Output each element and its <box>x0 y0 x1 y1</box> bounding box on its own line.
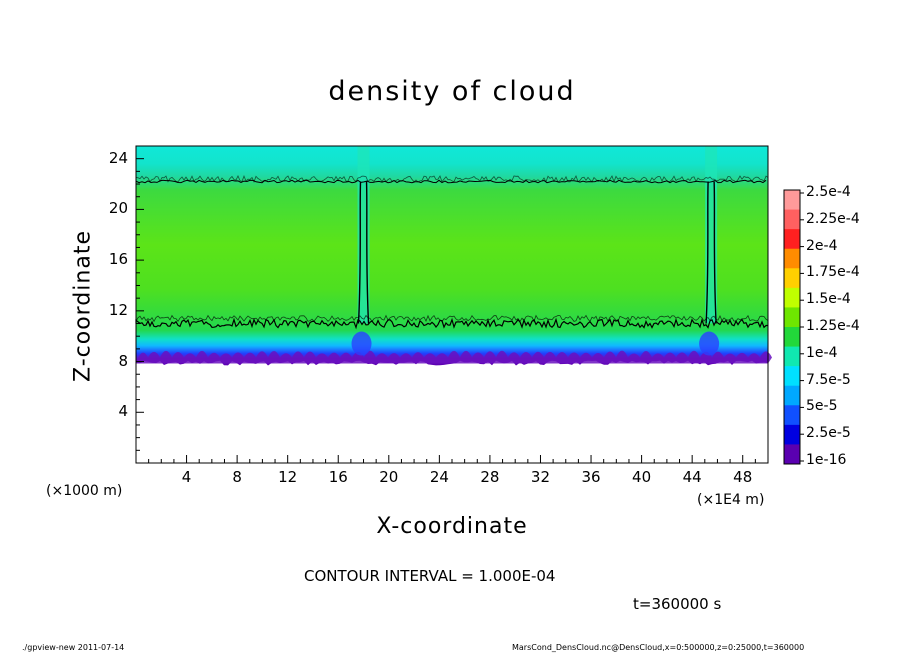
colorbar-swatch <box>784 268 800 289</box>
field-area <box>136 146 768 366</box>
colorbar-label: 2.25e-4 <box>806 210 860 227</box>
colorbar-label: 1e-16 <box>806 452 847 468</box>
y-axis-ticks <box>136 158 144 451</box>
x-axis-ticks <box>148 455 756 463</box>
y-tick-label: 24 <box>108 148 128 167</box>
footer-left: ./gpview-new 2011-07-14 <box>22 643 125 652</box>
colorbar-swatch <box>784 307 800 328</box>
colorbar <box>783 189 804 465</box>
x-tick-label: 36 <box>581 468 601 486</box>
colorbar-swatch <box>784 229 800 250</box>
x-tick-label: 24 <box>429 468 449 486</box>
contour-upper <box>135 179 767 184</box>
colorbar-swatch <box>784 287 800 308</box>
colorbar-swatch <box>784 209 800 230</box>
y-tick-label: 4 <box>118 402 128 421</box>
contour-plume-right <box>365 181 370 324</box>
x-axis-label: X-coordinate <box>376 514 528 539</box>
colorbar-swatch <box>784 190 800 211</box>
x-tick-label: 40 <box>632 468 652 486</box>
contour-lower <box>135 317 768 330</box>
colorbar-swatch <box>784 444 800 465</box>
contour-interval: CONTOUR INTERVAL = 1.000E-04 <box>304 567 556 585</box>
x-tick-label: 32 <box>530 468 551 486</box>
footer-right: MarsCond_DensCloud.nc@DensCloud,x=0:5000… <box>512 643 805 652</box>
colorbar-swatch <box>784 366 800 387</box>
chart-title: density of cloud <box>328 76 576 107</box>
x-tick-label: 4 <box>181 468 192 486</box>
contour-lower-noise <box>135 314 769 323</box>
x-tick-label: 44 <box>682 468 702 486</box>
contour-plume-left <box>705 181 709 324</box>
colorbar-label: 1.5e-4 <box>806 291 851 308</box>
colorbar-label: 2.5e-5 <box>806 425 851 442</box>
x-tick-label: 48 <box>733 468 753 486</box>
colorbar-label: 1.25e-4 <box>806 318 860 334</box>
plume-core <box>351 331 372 356</box>
x-tick-label: 8 <box>232 468 242 486</box>
cloud-base-band <box>136 350 772 364</box>
colorbar-label: 2.5e-4 <box>806 184 851 200</box>
colorbar-swatch <box>784 385 800 406</box>
contour-lines <box>135 174 769 330</box>
x-tick-label: 16 <box>328 468 348 486</box>
colorbar-label: 1.75e-4 <box>806 264 860 281</box>
colorbar-swatch <box>784 346 800 367</box>
contour-plume-left <box>357 181 362 324</box>
x-tick-label: 20 <box>379 468 399 486</box>
plume-core <box>699 331 720 356</box>
colorbar-label: 7.5e-5 <box>806 371 851 388</box>
colorbar-swatch <box>784 405 800 426</box>
y-axis-multiplier: (×1000 m) <box>46 483 123 499</box>
x-axis-multiplier: (×1E4 m) <box>697 492 765 508</box>
colorbar-swatch <box>784 248 800 269</box>
colorbar-label: 1e-4 <box>806 344 838 361</box>
y-tick-label: 16 <box>108 250 128 269</box>
y-axis-label: Z-coordinate <box>70 230 96 382</box>
y-tick-label: 12 <box>108 300 128 319</box>
colorbar-label: 2e-4 <box>806 237 838 254</box>
contour-plume-right <box>713 181 717 324</box>
x-tick-label: 12 <box>278 468 298 486</box>
time-label: t=360000 s <box>633 595 722 613</box>
x-tick-label: 28 <box>480 468 500 486</box>
colorbar-swatch <box>784 327 800 348</box>
y-tick-label: 20 <box>108 199 128 218</box>
y-tick-label: 8 <box>118 351 128 370</box>
density-field <box>136 146 772 366</box>
colorbar-swatch <box>784 424 800 445</box>
contour-upper-noise <box>135 174 769 183</box>
colorbar-label: 5e-5 <box>806 398 838 415</box>
